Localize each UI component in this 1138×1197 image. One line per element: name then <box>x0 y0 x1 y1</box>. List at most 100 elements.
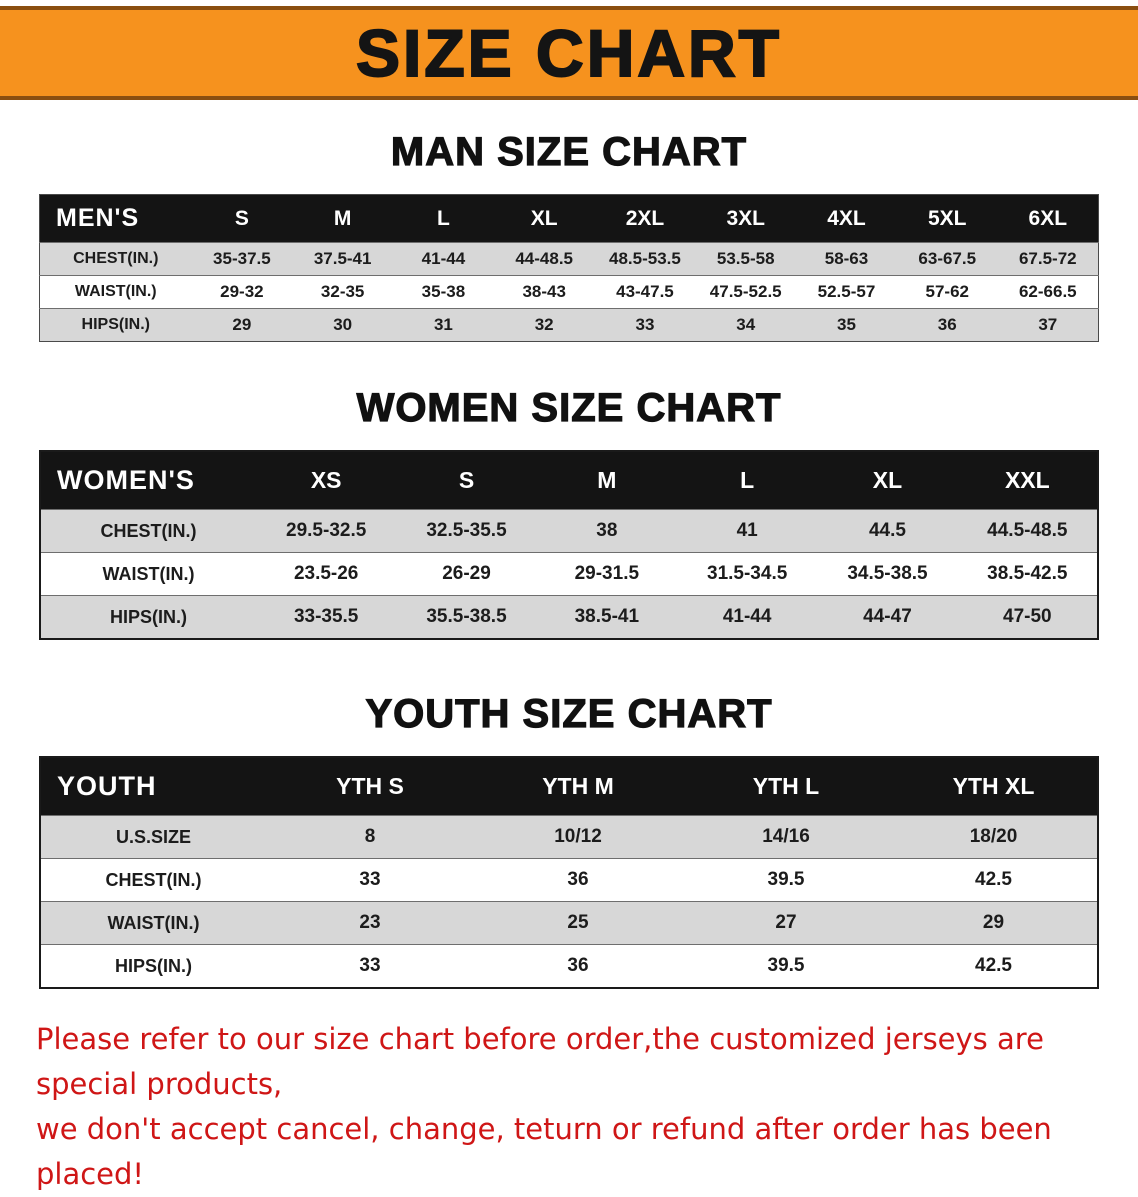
cell: 18/20 <box>969 826 1018 847</box>
cell: 33-35.5 <box>293 606 359 627</box>
size-chart-banner: SIZE CHART <box>0 6 1138 100</box>
cell: 23.5-26 <box>293 563 359 584</box>
youth-size-table: YOUTH YTH S YTH M YTH L YTH XL U.S.SIZE … <box>39 756 1099 989</box>
cell: 39.5 <box>767 955 805 976</box>
order-policy-note: Please refer to our size chart before or… <box>36 1017 1102 1197</box>
cell: 29-32 <box>220 282 264 301</box>
row-label: WAIST(IN.) <box>74 283 157 300</box>
cell: 42.5 <box>975 955 1012 976</box>
cell: 34 <box>736 315 756 334</box>
cell: 53.5-58 <box>716 249 775 268</box>
cell: 58-63 <box>824 249 869 268</box>
womens-table-label: WOMEN'S <box>57 465 195 495</box>
womens-col-header: S <box>458 467 475 493</box>
youth-ussize-row: U.S.SIZE 8 10/12 14/16 18/20 <box>40 815 1098 859</box>
mens-col-header: 2XL <box>625 206 665 230</box>
youth-header-row: YOUTH YTH S YTH M YTH L YTH XL <box>40 757 1098 816</box>
cell: 38.5-42.5 <box>987 563 1068 584</box>
cell: 26-29 <box>442 563 491 584</box>
cell: 30 <box>333 315 353 334</box>
order-policy-line-1: Please refer to our size chart before or… <box>36 1022 1044 1101</box>
cell: 29 <box>982 912 1005 933</box>
cell: 38-43 <box>522 282 566 301</box>
youth-table-label: YOUTH <box>57 771 157 801</box>
row-label: CHEST(IN.) <box>105 869 202 890</box>
mens-col-header: M <box>333 206 352 230</box>
womens-col-header: XXL <box>1004 467 1050 493</box>
cell: 33 <box>635 315 655 334</box>
mens-col-header: L <box>437 206 450 230</box>
womens-chest-row: CHEST(IN.) 29.5-32.5 32.5-35.5 38 41 44.… <box>40 509 1098 553</box>
cell: 38 <box>596 520 618 541</box>
cell: 36 <box>567 869 589 890</box>
mens-table-label: MEN'S <box>56 204 140 232</box>
cell: 32-35 <box>320 282 365 301</box>
cell: 44.5 <box>868 520 906 541</box>
cell: 31 <box>433 315 453 334</box>
row-label: WAIST(IN.) <box>102 563 195 584</box>
womens-header-row: WOMEN'S XS S M L XL XXL <box>40 451 1098 510</box>
womens-col-header: XS <box>310 467 342 493</box>
youth-hips-row: HIPS(IN.) 33 36 39.5 42.5 <box>40 944 1098 988</box>
cell: 25 <box>567 912 589 933</box>
youth-col-header: YTH M <box>542 773 614 799</box>
row-label: CHEST(IN.) <box>100 520 197 541</box>
row-label: HIPS(IN.) <box>81 316 150 333</box>
cell: 36 <box>567 955 589 976</box>
cell: 39.5 <box>767 869 805 890</box>
cell: 47.5-52.5 <box>709 282 782 301</box>
cell: 33 <box>359 955 381 976</box>
cell: 32.5-35.5 <box>426 520 507 541</box>
row-label: HIPS(IN.) <box>109 606 187 627</box>
womens-hips-row: HIPS(IN.) 33-35.5 35.5-38.5 38.5-41 41-4… <box>40 595 1098 639</box>
mens-size-table: MEN'S S M L XL 2XL 3XL 4XL 5XL 6XL CHEST… <box>39 194 1099 342</box>
womens-col-header: M <box>597 467 617 493</box>
cell: 29-31.5 <box>574 563 640 584</box>
row-label: HIPS(IN.) <box>114 955 192 976</box>
cell: 41-44 <box>722 606 772 627</box>
cell: 41-44 <box>421 249 466 268</box>
cell: 62-66.5 <box>1018 282 1077 301</box>
youth-col-header: YTH S <box>336 773 404 799</box>
cell: 29 <box>232 315 252 334</box>
cell: 35-37.5 <box>213 249 271 268</box>
mens-col-header: 4XL <box>827 206 866 230</box>
row-label: U.S.SIZE <box>115 826 191 847</box>
cell: 44-47 <box>863 606 912 627</box>
mens-col-header: XL <box>530 206 558 230</box>
cell: 34.5-38.5 <box>847 563 928 584</box>
cell: 44-48.5 <box>515 249 574 268</box>
cell: 41 <box>736 520 758 541</box>
mens-col-header: 3XL <box>726 206 765 230</box>
mens-waist-row: WAIST(IN.) 29-32 32-35 35-38 38-43 43-47… <box>39 275 1099 309</box>
cell: 35-38 <box>421 282 466 301</box>
cell: 10/12 <box>554 826 602 847</box>
mens-header-row: MEN'S S M L XL 2XL 3XL 4XL 5XL 6XL <box>39 194 1099 243</box>
cell: 43-47.5 <box>616 282 674 301</box>
mens-hips-row: HIPS(IN.) 29 30 31 32 33 34 35 36 37 <box>39 308 1099 342</box>
cell: 38.5-41 <box>574 606 640 627</box>
row-label: WAIST(IN.) <box>107 912 200 933</box>
youth-section-heading: YOUTH SIZE CHART <box>365 691 773 736</box>
row-label: CHEST(IN.) <box>73 250 159 267</box>
cell: 27 <box>775 912 797 933</box>
cell: 36 <box>937 315 957 334</box>
cell: 35.5-38.5 <box>426 606 507 627</box>
cell: 35 <box>837 315 856 334</box>
women-section-heading: WOMEN SIZE CHART <box>356 385 782 430</box>
youth-col-header: YTH XL <box>952 773 1035 799</box>
cell: 29.5-32.5 <box>286 520 367 541</box>
womens-waist-row: WAIST(IN.) 23.5-26 26-29 29-31.5 31.5-34… <box>40 552 1098 596</box>
cell: 37 <box>1038 315 1058 334</box>
cell: 31.5-34.5 <box>707 563 788 584</box>
cell: 67.5-72 <box>1018 249 1077 268</box>
mens-col-header: 6XL <box>1028 206 1068 230</box>
cell: 33 <box>359 869 381 890</box>
cell: 57-62 <box>925 282 969 301</box>
mens-chest-row: CHEST(IN.) 35-37.5 37.5-41 41-44 44-48.5… <box>39 242 1099 276</box>
womens-col-header: XL <box>872 467 903 493</box>
man-section-heading: MAN SIZE CHART <box>390 129 748 174</box>
youth-waist-row: WAIST(IN.) 23 25 27 29 <box>40 901 1098 945</box>
cell: 14/16 <box>762 826 810 847</box>
youth-chest-row: CHEST(IN.) 33 36 39.5 42.5 <box>40 858 1098 902</box>
